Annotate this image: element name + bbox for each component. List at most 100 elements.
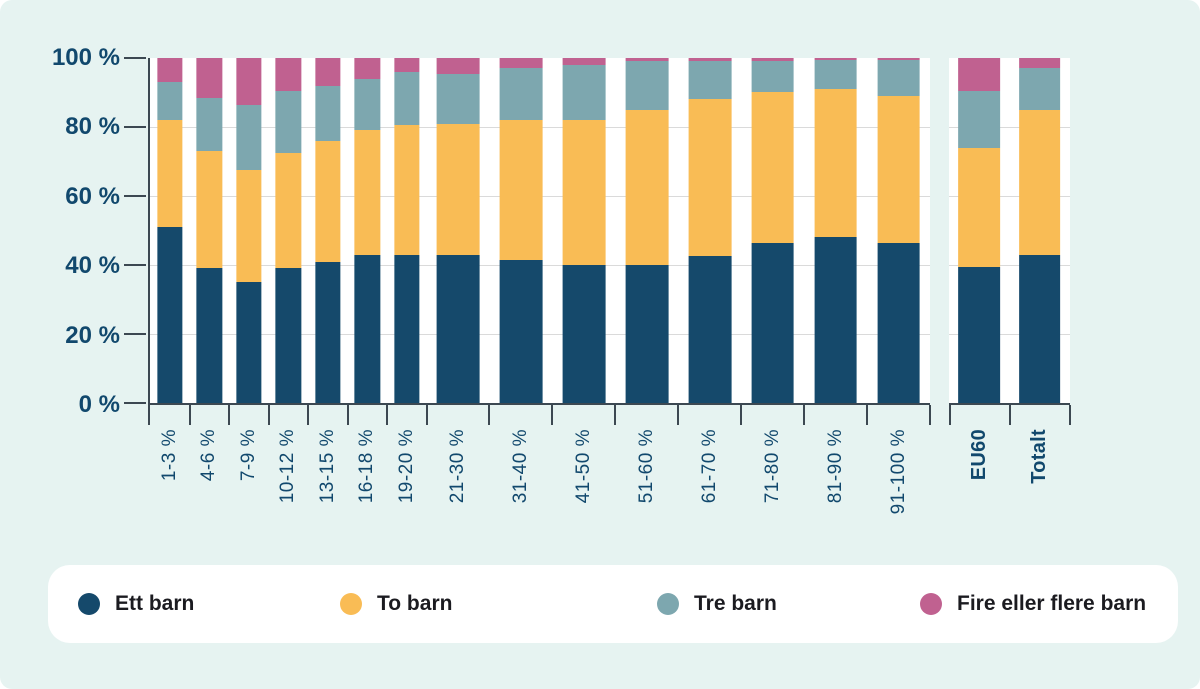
segment-tre-barn <box>688 60 732 100</box>
x-axis-label-text: Totalt <box>1028 429 1051 484</box>
x-axis-label: 91-100 % <box>867 429 930 514</box>
segment-fire-eller-flere-barn <box>751 58 795 61</box>
bar-81-90- <box>814 58 857 403</box>
category-51-60-: 51-60 % <box>615 58 680 503</box>
gridline <box>949 127 1070 128</box>
segment-to-barn <box>157 120 183 228</box>
legend-label: Fire eller flere barn <box>957 591 1147 615</box>
x-axis-label-text: 19-20 % <box>395 429 417 504</box>
category-eu60: EU60 <box>949 58 1010 480</box>
y-axis-tick <box>124 333 146 335</box>
segment-ett-barn <box>814 237 857 403</box>
bar-totalt <box>1018 58 1061 403</box>
segment-to-barn <box>877 95 920 243</box>
segment-tre-barn <box>436 73 480 124</box>
segment-to-barn <box>958 147 1001 267</box>
x-axis-label-text: 41-50 % <box>572 429 594 504</box>
summary-categories: EU60 Totalt <box>949 58 1071 484</box>
x-axis-label: 61-70 % <box>678 429 741 503</box>
x-axis-label: 4-6 % <box>190 429 230 481</box>
legend-item-to-barn: To barn <box>340 592 657 616</box>
segment-to-barn <box>688 99 732 257</box>
category-7-9-: 7-9 % <box>229 58 269 481</box>
legend-label: Ett barn <box>115 591 195 615</box>
x-axis-label-text: 61-70 % <box>698 429 720 504</box>
category-10-12-: 10-12 % <box>269 58 309 503</box>
bar-4-6- <box>196 58 222 403</box>
bar-61-70- <box>688 58 732 403</box>
x-axis-label: 19-20 % <box>387 429 427 503</box>
segment-ett-barn <box>275 268 301 403</box>
bar-51-60- <box>625 58 669 403</box>
segment-to-barn <box>1018 109 1061 255</box>
segment-ett-barn <box>394 254 420 403</box>
segment-fire-eller-flere-barn <box>196 58 222 98</box>
segment-tre-barn <box>196 97 222 152</box>
segment-tre-barn <box>157 82 183 121</box>
legend-label: Tre barn <box>694 591 777 615</box>
main-categories: 1-3 % 4-6 % 7-9 % 10-12 % 13-15 % 16-18 % 19-2… <box>150 58 931 514</box>
x-axis-label: 71-80 % <box>741 429 804 503</box>
y-axis-label: 20 % <box>65 321 120 349</box>
segment-ett-barn <box>688 256 732 403</box>
segment-ett-barn <box>562 264 606 403</box>
legend-card: Ett barn To barn Tre barn Fire eller flere … <box>48 565 1178 643</box>
segment-ett-barn <box>751 242 795 403</box>
bar-19-20- <box>394 58 420 403</box>
x-axis-label: EU60 <box>949 429 1010 480</box>
segment-fire-eller-flere-barn <box>499 58 543 68</box>
segment-tre-barn <box>562 64 606 121</box>
segment-ett-barn <box>354 254 380 403</box>
x-axis-label-text: 16-18 % <box>356 429 378 504</box>
x-axis-label: Totalt <box>1010 429 1071 484</box>
segment-tre-barn <box>1018 68 1061 110</box>
category-13-15-: 13-15 % <box>308 58 348 503</box>
y-axis-label: 0 % <box>78 391 120 418</box>
y-axis-tick <box>124 264 146 266</box>
segment-to-barn <box>275 152 301 269</box>
segment-fire-eller-flere-barn <box>354 58 380 79</box>
x-axis-label: 7-9 % <box>229 429 269 481</box>
x-axis-label-text: 4-6 % <box>198 429 220 482</box>
category-31-40-: 31-40 % <box>489 58 554 503</box>
x-axis-label-text: 21-30 % <box>446 429 468 504</box>
bar-13-15- <box>315 58 341 403</box>
segment-ett-barn <box>877 242 920 403</box>
segment-to-barn <box>751 92 795 243</box>
segment-fire-eller-flere-barn <box>157 58 183 83</box>
category-41-50-: 41-50 % <box>552 58 617 503</box>
legend-label: To barn <box>377 591 453 615</box>
segment-to-barn <box>562 120 606 265</box>
x-axis-label-text: 31-40 % <box>509 429 531 504</box>
gridline <box>949 334 1070 335</box>
y-axis-label: 40 % <box>65 252 120 280</box>
category-4-6-: 4-6 % <box>190 58 230 481</box>
segment-tre-barn <box>499 67 543 121</box>
main-plot: 1-3 % 4-6 % 7-9 % 10-12 % 13-15 % 16-18 % 19-2… <box>124 57 931 514</box>
x-axis-label: 81-90 % <box>804 429 867 503</box>
segment-fire-eller-flere-barn <box>1018 58 1061 69</box>
segment-to-barn <box>499 120 543 260</box>
segment-fire-eller-flere-barn <box>275 58 301 91</box>
legend-item-ett-barn: Ett barn <box>78 592 340 616</box>
legend-swatch <box>920 592 942 615</box>
segment-tre-barn <box>354 78 380 131</box>
x-axis-label-text: 81-90 % <box>824 429 846 504</box>
bar-71-80- <box>751 58 795 403</box>
segment-tre-barn <box>958 90 1001 148</box>
segment-fire-eller-flere-barn <box>236 58 262 105</box>
x-axis-label: 31-40 % <box>489 429 552 503</box>
segment-fire-eller-flere-barn <box>877 58 920 61</box>
category-91-100-: 91-100 % <box>867 58 931 514</box>
x-axis-label-text: EU60 <box>967 429 990 481</box>
legend-item-fire-eller-flere-barn: Fire eller flere barn <box>920 592 1146 616</box>
segment-fire-eller-flere-barn <box>562 58 606 65</box>
y-axis-label: 100 % <box>51 44 120 71</box>
bar-7-9- <box>236 58 262 403</box>
summary-plot: EU60 Totalt <box>949 58 1071 484</box>
segment-tre-barn <box>814 60 857 90</box>
segment-fire-eller-flere-barn <box>394 58 420 72</box>
segment-ett-barn <box>236 282 262 403</box>
legend-swatch <box>78 592 100 615</box>
